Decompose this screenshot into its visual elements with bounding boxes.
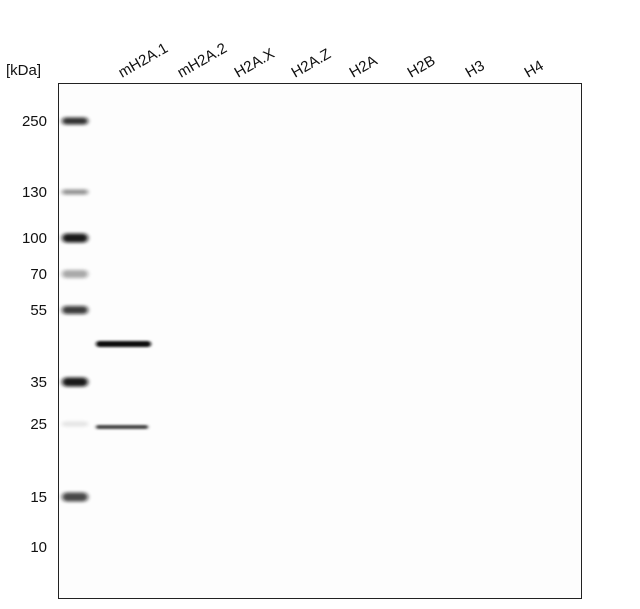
ladder-band xyxy=(62,117,88,125)
sample-band xyxy=(96,341,151,347)
ladder-band xyxy=(62,492,88,502)
sample-band xyxy=(96,425,148,429)
marker-label: 100 xyxy=(22,230,47,247)
marker-label: 35 xyxy=(30,374,47,391)
ladder-band xyxy=(62,306,88,314)
ladder-band xyxy=(62,421,88,427)
marker-label: 10 xyxy=(30,539,47,556)
ladder-band xyxy=(62,233,88,243)
marker-label: 250 xyxy=(22,113,47,130)
bands xyxy=(62,117,151,502)
ladder-band xyxy=(62,377,88,387)
marker-label: 55 xyxy=(30,302,47,319)
marker-label: 25 xyxy=(30,416,47,433)
unit-label: [kDa] xyxy=(6,62,41,79)
ladder-band xyxy=(62,189,88,195)
marker-label: 15 xyxy=(30,489,47,506)
marker-label: 130 xyxy=(22,184,47,201)
ladder-band xyxy=(62,270,88,278)
marker-label: 70 xyxy=(30,266,47,283)
